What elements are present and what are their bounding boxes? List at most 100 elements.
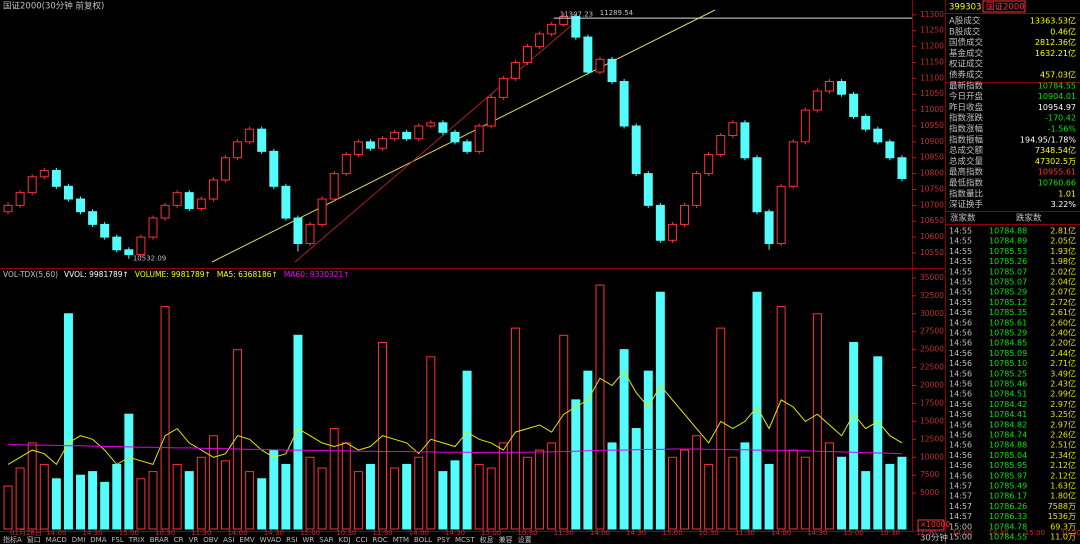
volume-bar — [764, 463, 774, 530]
tab[interactable]: FSL — [112, 536, 124, 544]
tab[interactable]: 兼容 — [499, 535, 513, 544]
period[interactable]: 30分钟 — [920, 533, 948, 544]
volume-bar — [27, 442, 37, 530]
trade-time: 14:56 — [949, 390, 972, 399]
trade-volume: 1.80亿 — [1050, 491, 1076, 501]
tab[interactable]: EMV — [239, 536, 254, 544]
quote-value: 10904.01 — [1038, 92, 1076, 101]
trade-time: 14:55 — [949, 267, 972, 276]
tab[interactable]: DMI — [72, 536, 86, 544]
tab[interactable]: MCST — [455, 536, 475, 544]
volume-bar — [317, 467, 327, 530]
volume-bar — [220, 460, 230, 530]
tab[interactable]: ASI — [223, 536, 234, 544]
trade-volume: 2.44亿 — [1050, 348, 1076, 358]
tab[interactable]: BRAR — [150, 536, 169, 544]
tab[interactable]: DMA — [90, 536, 106, 544]
trade-time: 14:56 — [949, 380, 972, 389]
volume-bar — [776, 306, 786, 530]
annotation: 10532.09 — [133, 255, 166, 263]
candle-body — [897, 157, 907, 180]
y-tick-label: 25000 — [920, 345, 944, 354]
candle-body — [281, 185, 291, 219]
volume-bar — [196, 456, 206, 530]
tab[interactable]: BOLL — [414, 536, 432, 544]
trade-volume: 7588万 — [1048, 502, 1076, 511]
tab[interactable]: CR — [174, 536, 184, 544]
trade-price: 10785.25 — [989, 369, 1027, 378]
tab[interactable]: VR — [189, 536, 199, 544]
x-tick-label: 10:30 — [336, 529, 356, 537]
tab[interactable]: RSI — [286, 536, 297, 544]
candle-body — [269, 150, 279, 187]
tab[interactable]: OBV — [203, 536, 218, 544]
y-tick-label: 32500 — [920, 291, 944, 300]
volume-bar — [643, 370, 653, 530]
trade-price: 10785.49 — [989, 482, 1027, 491]
volume-bar — [510, 327, 520, 530]
volume-bar — [124, 413, 134, 530]
tab[interactable]: MACD — [46, 536, 67, 544]
trade-time: 14:56 — [949, 471, 972, 480]
x-tick-label: 14:00 — [409, 529, 429, 537]
tab[interactable]: 指标A — [3, 535, 22, 544]
tab[interactable]: TRIX — [128, 536, 145, 544]
trade-volume: 2.04亿 — [1050, 277, 1076, 287]
legend-item: MA60: 9330321↑ — [284, 270, 350, 279]
volume-bar — [257, 478, 267, 530]
trade-price: 10784.41 — [989, 410, 1027, 419]
trade-time: 14:55 — [949, 227, 972, 236]
tab[interactable]: MTM — [393, 536, 409, 544]
tab[interactable]: SAR — [319, 536, 333, 544]
candle-body — [220, 157, 230, 181]
tab[interactable]: WVAD — [260, 536, 281, 544]
x-tick-label: 14:30 — [264, 529, 284, 537]
trade-volume: 2.07亿 — [1050, 287, 1076, 297]
volume-bar — [583, 370, 593, 530]
tab[interactable]: WR — [303, 536, 315, 544]
quote-value: 13363.53亿 — [1030, 16, 1076, 26]
candle-body — [124, 249, 134, 256]
trade-time: 14:56 — [949, 349, 972, 358]
candle-body — [426, 122, 436, 127]
volume-bar — [631, 428, 641, 530]
trade-volume: 2.51亿 — [1050, 440, 1076, 450]
volume-bar — [88, 471, 98, 530]
volume-bar — [76, 474, 86, 530]
trade-time: 14:55 — [949, 298, 972, 307]
trade-volume: 11.0万 — [1050, 533, 1076, 542]
trade-volume: 2.97亿 — [1050, 399, 1076, 409]
tab[interactable]: 权息 — [480, 535, 494, 544]
trade-time: 14:55 — [949, 237, 972, 246]
volume-bar — [341, 442, 351, 530]
trade-time: 14:57 — [949, 482, 972, 491]
y-tick-label: 22500 — [920, 363, 944, 372]
tab[interactable]: ROC — [372, 536, 387, 544]
volume-bar — [402, 463, 412, 530]
legend-item: VVOL: 9981789↑ — [64, 270, 129, 279]
volume-unit: ×10000 — [920, 520, 950, 529]
tab[interactable]: CCI — [356, 536, 368, 544]
tab[interactable]: KDJ — [339, 536, 351, 544]
trade-volume: 2.05亿 — [1050, 236, 1076, 246]
ma-line — [7, 370, 903, 466]
volume-bar — [752, 291, 762, 530]
candle-body — [317, 198, 327, 225]
ma-line — [7, 443, 903, 455]
y-tick-label: 11050 — [920, 89, 944, 98]
trade-volume: 3.25亿 — [1050, 409, 1076, 419]
volume-bar — [3, 485, 13, 530]
tab[interactable]: PSY — [437, 536, 451, 544]
tab[interactable]: 设置 — [518, 535, 532, 544]
y-tick-label: 10600 — [920, 232, 944, 241]
candle-body — [812, 90, 822, 111]
x-tick-label: 14:00 — [227, 529, 247, 537]
quote-label: A股成交 — [949, 16, 981, 27]
trade-price: 10784.74 — [989, 431, 1027, 440]
candle-body — [788, 141, 798, 187]
volume-bar — [800, 456, 810, 530]
candle-body — [667, 223, 677, 241]
tab[interactable]: 窗口 — [27, 535, 41, 544]
x-tick-label: 11:30 — [554, 529, 574, 537]
quote-label: B股成交 — [949, 26, 981, 37]
